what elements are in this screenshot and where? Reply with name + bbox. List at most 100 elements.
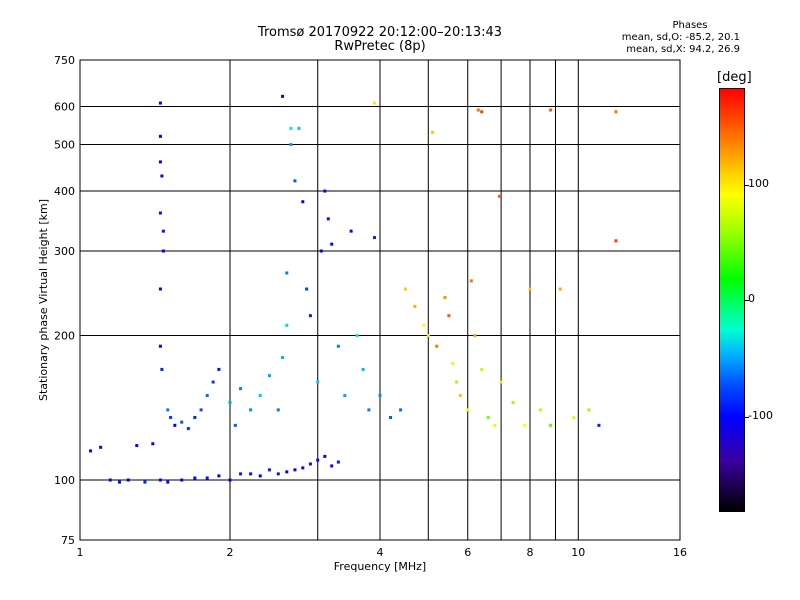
x-tick-label: 10 [571,546,585,559]
data-point [228,401,232,405]
data-point [281,94,285,98]
data-point [361,367,365,371]
data-point [614,110,618,114]
data-point [614,239,618,243]
data-point [349,229,353,233]
chart-title: Tromsø 20170922 20:12:00–20:13:43 RwPret… [230,26,530,54]
data-point [323,454,327,458]
data-point [305,287,309,291]
data-point [389,415,393,419]
data-point [480,367,484,371]
colorbar-tick-line [744,185,749,186]
data-point [217,474,221,478]
colorbar-tick-line [744,300,749,301]
colorbar-tick-100: 100 [748,177,769,190]
data-point [378,394,382,398]
data-point [373,236,377,240]
data-point [205,476,209,480]
data-point [180,478,184,482]
data-point [498,194,502,198]
x-tick-label: 16 [673,546,687,559]
data-point [587,408,591,412]
x-tick-label: 8 [527,546,534,559]
data-point [316,380,320,384]
data-point [169,415,173,419]
data-point [158,478,162,482]
data-point [161,229,165,233]
colorbar-tick-0: 0 [748,292,755,305]
y-tick-label: 500 [54,139,75,152]
data-point [126,478,130,482]
data-point [193,476,197,480]
data-point [316,458,320,462]
y-tick-label: 400 [54,185,75,198]
data-point [143,480,147,484]
data-point [160,367,164,371]
data-point [458,394,462,398]
data-point [431,130,435,134]
data-point [451,361,455,365]
data-point [403,287,407,291]
data-point [473,334,477,338]
data-point [486,415,490,419]
data-point [476,108,480,112]
data-point [319,249,323,253]
data-point [293,179,297,183]
data-point [435,344,439,348]
data-point [597,423,601,427]
data-point [455,380,459,384]
data-point [330,464,334,468]
data-point [239,472,243,476]
colorbar-tick-line [744,417,749,418]
y-axis-label: Stationary phase Virtual Height [km] [37,199,50,401]
data-point [367,408,371,412]
data-point [443,296,447,300]
x-axis-label: Frequency [MHz] [334,560,426,573]
x-tick-label: 4 [377,546,384,559]
data-point [158,160,162,164]
data-point [301,200,305,204]
data-point [326,217,330,221]
data-point [528,287,532,291]
data-point [135,444,139,448]
data-point [99,445,103,449]
data-point [493,423,497,427]
data-point [355,334,359,338]
data-point [336,460,340,464]
data-point [480,110,484,114]
data-point [285,470,289,474]
data-point [285,271,289,275]
data-point [267,468,271,472]
y-tick-label: 75 [61,534,75,547]
data-point [205,394,209,398]
colorbar-label: [deg] [717,70,752,85]
data-point [330,242,334,246]
data-point [151,442,155,446]
data-point [422,323,426,327]
data-point [466,408,470,412]
data-point [158,287,162,291]
x-tick-label: 6 [464,546,471,559]
data-point [186,427,190,431]
x-tick-label: 2 [227,546,234,559]
data-point [117,480,121,484]
y-tick-label: 600 [54,101,75,114]
legend-line-x: mean, sd,X: 94.2, 26.9 [626,44,740,55]
data-point [89,449,93,453]
data-point [343,394,347,398]
colorbar [719,88,745,512]
x-tick-label: 1 [77,546,84,559]
data-point [558,287,562,291]
data-point [276,472,280,476]
data-point [447,314,451,318]
data-point [373,101,377,105]
data-point [539,408,543,412]
data-point [160,174,164,178]
data-point [233,423,237,427]
data-point [228,478,232,482]
data-point [289,143,293,147]
data-point [180,420,184,424]
data-point [511,401,515,405]
data-point [158,211,162,215]
